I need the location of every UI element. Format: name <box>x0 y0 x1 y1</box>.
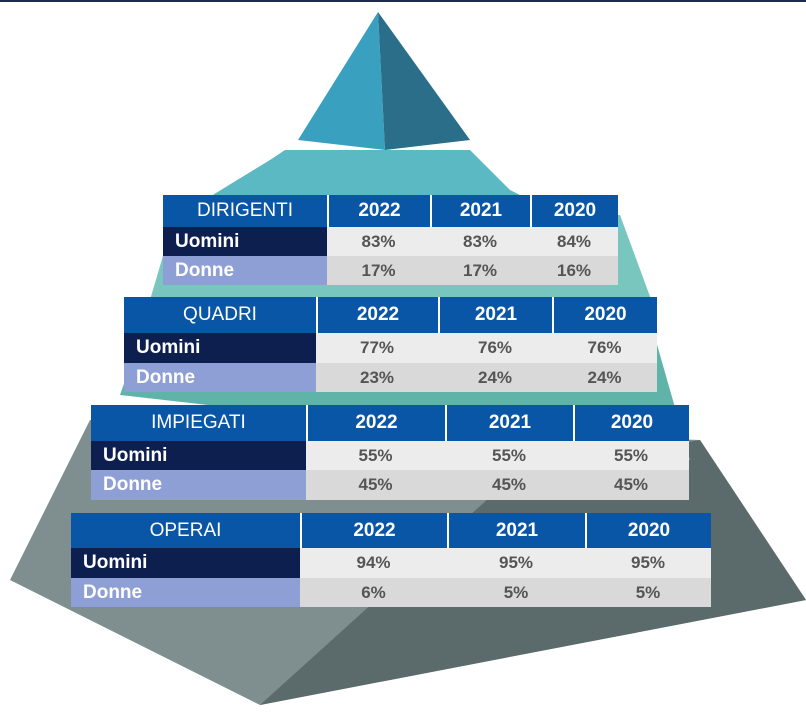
year-header: 2022 <box>300 513 447 548</box>
year-header: 2021 <box>447 513 585 548</box>
row-label: Uomini <box>163 227 327 256</box>
year-header: 2021 <box>430 195 530 227</box>
value-cell: 45% <box>306 470 445 500</box>
value-cell: 76% <box>552 333 657 363</box>
row-label: Uomini <box>71 548 300 578</box>
data-row: Uomini 94% 95% 95% <box>71 548 711 578</box>
value-cell: 17% <box>430 256 530 285</box>
value-cell: 24% <box>438 363 552 392</box>
data-row: Donne 45% 45% 45% <box>91 470 689 500</box>
row-label: Donne <box>124 363 316 392</box>
header-row: DIRIGENTI 2022 2021 2020 <box>163 195 618 227</box>
row-label: Donne <box>91 470 306 500</box>
value-cell: 77% <box>316 333 438 363</box>
year-header: 2022 <box>306 405 445 441</box>
year-header: 2022 <box>327 195 430 227</box>
top-border <box>0 0 806 2</box>
value-cell: 45% <box>445 470 573 500</box>
value-cell: 83% <box>327 227 430 256</box>
header-row: IMPIEGATI 2022 2021 2020 <box>91 405 689 441</box>
data-row: Donne 17% 17% 16% <box>163 256 618 285</box>
row-label: Uomini <box>124 333 316 363</box>
data-row: Donne 23% 24% 24% <box>124 363 657 392</box>
year-header: 2021 <box>438 297 552 333</box>
value-cell: 5% <box>585 578 711 607</box>
apex-right <box>378 12 470 150</box>
data-row: Uomini 77% 76% 76% <box>124 333 657 363</box>
apex-left <box>298 12 385 150</box>
category-title: IMPIEGATI <box>91 405 306 441</box>
value-cell: 95% <box>585 548 711 578</box>
year-header: 2020 <box>530 195 618 227</box>
value-cell: 45% <box>573 470 689 500</box>
value-cell: 23% <box>316 363 438 392</box>
year-header: 2021 <box>445 405 573 441</box>
value-cell: 5% <box>447 578 585 607</box>
category-title: QUADRI <box>124 297 316 333</box>
value-cell: 55% <box>306 441 445 470</box>
value-cell: 83% <box>430 227 530 256</box>
data-row: Donne 6% 5% 5% <box>71 578 711 607</box>
value-cell: 95% <box>447 548 585 578</box>
year-header: 2020 <box>573 405 689 441</box>
year-header: 2020 <box>552 297 657 333</box>
category-title: DIRIGENTI <box>163 195 327 227</box>
value-cell: 76% <box>438 333 552 363</box>
value-cell: 55% <box>573 441 689 470</box>
year-header: 2022 <box>316 297 438 333</box>
value-cell: 24% <box>552 363 657 392</box>
row-label: Donne <box>71 578 300 607</box>
year-header: 2020 <box>585 513 711 548</box>
value-cell: 84% <box>530 227 618 256</box>
header-row: OPERAI 2022 2021 2020 <box>71 513 711 548</box>
value-cell: 94% <box>300 548 447 578</box>
row-label: Donne <box>163 256 327 285</box>
value-cell: 17% <box>327 256 430 285</box>
row-label: Uomini <box>91 441 306 470</box>
value-cell: 55% <box>445 441 573 470</box>
value-cell: 6% <box>300 578 447 607</box>
category-title: OPERAI <box>71 513 300 548</box>
data-row: Uomini 83% 83% 84% <box>163 227 618 256</box>
value-cell: 16% <box>530 256 618 285</box>
data-row: Uomini 55% 55% 55% <box>91 441 689 470</box>
header-row: QUADRI 2022 2021 2020 <box>124 297 657 333</box>
